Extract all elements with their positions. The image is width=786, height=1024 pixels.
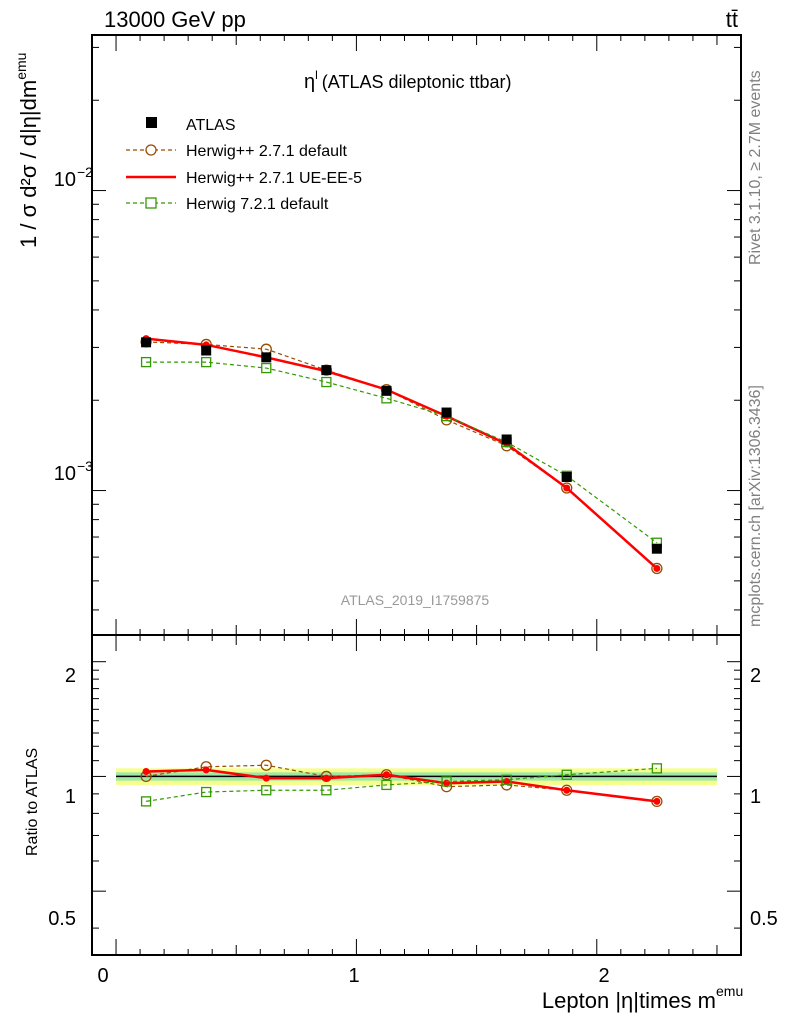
rivet-label: Rivet 3.1.10, ≥ 2.7M events: [747, 70, 764, 265]
main-y-tick-labels: 10 −2 10 −3: [54, 164, 93, 485]
ratio-y-tick-labels: 2 1 0.5 2 1 0.5: [48, 665, 778, 930]
main-point-atlas: [261, 352, 272, 363]
legend-label-atlas: ATLAS: [186, 117, 236, 134]
main-series-layer: [140, 335, 663, 575]
ratio-point-herwig-7-2-1-default: [441, 776, 452, 787]
main-point-atlas: [441, 407, 452, 418]
main-point-herwig-7-2-1-default: [201, 356, 212, 368]
x-tick-1: 1: [348, 965, 359, 987]
legend-marker-atlas: [146, 117, 157, 128]
ratio-point-herwig-2-7-1-ue-ee-5: [382, 771, 390, 779]
ratio-point-herwig-7-2-1-default: [651, 763, 663, 774]
main-point-herwig-7-2-1-default: [261, 362, 272, 374]
axis-ticks: [91, 35, 742, 955]
legend: ATLAS Herwig++ 2.7.1 default Herwig++ 2.…: [126, 117, 362, 213]
main-point-atlas: [201, 345, 212, 356]
ratio-point-herwig-7-2-1-default: [501, 774, 512, 785]
main-y-tick-1e-2-exp: −2: [77, 164, 93, 180]
ratio-y-tick-2: 2: [65, 665, 76, 687]
x-tick-0: 0: [97, 965, 108, 987]
main-y-tick-1e-3: 10: [54, 463, 76, 485]
ratio-y-tick-1-right: 1: [750, 786, 761, 808]
y-axis-label-ratio: Ratio to ATLAS: [24, 748, 41, 856]
ratio-point-herwig-7-2-1-default: [321, 785, 332, 796]
main-point-herwig-2-7-1-default: [651, 562, 663, 575]
main-point-atlas: [141, 337, 152, 348]
ratio-point-herwig-7-2-1-default: [140, 796, 152, 807]
main-line-herwig-2-7-1-default: [146, 341, 658, 569]
main-y-tick-1e-2: 10: [54, 169, 76, 191]
ratio-point-herwig-2-7-1-ue-ee-5: [202, 766, 210, 774]
legend-label-herwigpp-default: Herwig++ 2.7.1 default: [186, 143, 348, 160]
ratio-frame: [91, 634, 742, 956]
main-point-atlas: [321, 365, 332, 376]
header-left: 13000 GeV pp: [104, 7, 246, 32]
ratio-point-herwig-2-7-1-ue-ee-5: [262, 774, 270, 782]
ratio-y-tick-0-5: 0.5: [48, 908, 76, 930]
x-tick-2: 2: [598, 965, 609, 987]
ratio-point-herwig-7-2-1-default: [261, 785, 272, 796]
legend-marker-herwigpp-default: [145, 144, 157, 156]
ratio-point-herwig-7-2-1-default: [201, 786, 212, 798]
header-right: tt̄: [726, 7, 738, 32]
mcplots-label: mcplots.cern.ch [arXiv:1306.3436]: [747, 385, 764, 627]
main-point-herwig-7-2-1-default: [321, 376, 332, 388]
main-point-atlas: [501, 434, 512, 445]
ratio-y-tick-1: 1: [65, 786, 76, 808]
x-tick-labels: 0 1 2: [97, 965, 609, 987]
legend-label-herwig7-default: Herwig 7.2.1 default: [186, 196, 329, 213]
x-axis-label: Lepton |η|times m: [542, 988, 716, 1013]
ratio-point-herwig-2-7-1-default: [260, 759, 272, 771]
ratio-point-herwig-2-7-1-ue-ee-5: [563, 786, 571, 794]
main-point-atlas: [561, 471, 572, 482]
y-axis-label-main: 1 / σ d²σ / d|η|dmemu: [13, 53, 41, 248]
ratio-point-herwig-2-7-1-ue-ee-5: [142, 768, 150, 776]
x-axis-label-sup: emu: [716, 983, 743, 999]
ratio-y-tick-0-5-right: 0.5: [750, 908, 778, 930]
main-point-atlas: [381, 385, 392, 396]
legend-marker-herwig7-default: [145, 197, 157, 209]
main-point-herwig-7-2-1-default: [140, 356, 152, 368]
ratio-y-tick-2-right: 2: [750, 665, 761, 687]
main-line-herwig-7-2-1-default: [146, 361, 658, 544]
ratio-series-layer: [140, 759, 663, 808]
ratio-point-herwig-2-7-1-ue-ee-5: [322, 774, 330, 782]
main-point-herwig-2-7-1-ue-ee-5: [653, 564, 661, 572]
main-line-herwig-2-7-1-ue-ee-5: [145, 337, 658, 570]
main-point-atlas: [651, 543, 662, 554]
ratio-point-herwig-7-2-1-default: [561, 769, 572, 780]
ratio-line-herwig-7-2-1-default: [145, 767, 657, 802]
legend-label-herwigpp-ueee5: Herwig++ 2.7.1 UE-EE-5: [186, 170, 362, 187]
ratio-line-herwig-2-7-1-default: [145, 764, 657, 802]
ratio-point-herwig-2-7-1-ue-ee-5: [653, 797, 661, 805]
main-point-herwig-2-7-1-ue-ee-5: [563, 484, 571, 492]
watermark: ATLAS_2019_I1759875: [341, 592, 490, 608]
ratio-point-herwig-7-2-1-default: [381, 779, 392, 791]
main-y-tick-1e-3-exp: −3: [77, 458, 93, 474]
main-point-herwig-2-7-1-default: [561, 482, 573, 494]
plot-title: ηl (ATLAS dileptonic ttbar): [304, 68, 512, 93]
